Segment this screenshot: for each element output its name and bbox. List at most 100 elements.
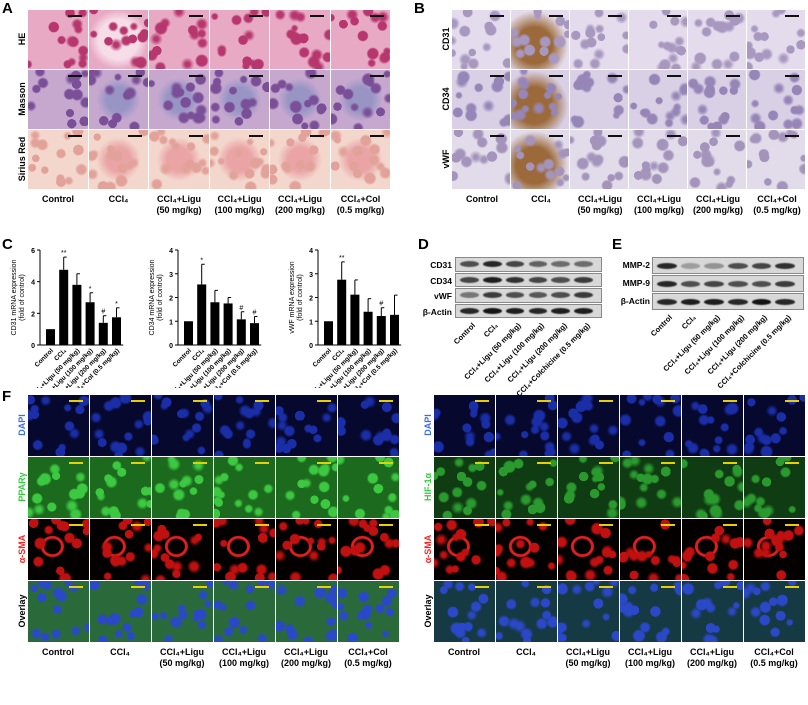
protein-band <box>460 292 479 299</box>
scale-bar <box>599 524 613 526</box>
panel-b-group-label: CCl₄+Ligu (100 mg/kg) <box>633 194 684 215</box>
scale-bar <box>255 462 269 464</box>
scale-bar <box>599 462 613 464</box>
panel-f-right-micrograph <box>558 519 619 580</box>
protein-band <box>551 276 571 283</box>
panel-f-left-micrograph <box>152 581 213 642</box>
scale-bar <box>188 15 203 17</box>
panel-f-left-group-label: CCl₄+Ligu (100 mg/kg) <box>218 647 269 668</box>
panel-b-micrograph <box>511 70 569 129</box>
x-tick-label: Control <box>172 347 193 368</box>
protein-band <box>728 262 748 269</box>
panel-f-label: F <box>2 388 12 405</box>
scale-bar <box>475 400 489 402</box>
scale-bar <box>726 135 740 137</box>
scale-bar <box>537 586 551 588</box>
scale-bar <box>608 15 622 17</box>
protein-band <box>751 280 772 287</box>
protein-band <box>728 298 748 305</box>
protein-band <box>775 298 795 305</box>
protein-band <box>775 280 795 287</box>
panel-b-group-label: CCl₄ <box>531 194 551 204</box>
protein-band <box>528 292 548 299</box>
protein-band <box>574 261 593 268</box>
panel_d-row-label: vWF <box>434 291 452 301</box>
scale-bar <box>537 524 551 526</box>
scale-bar <box>785 400 799 402</box>
y-tick-label: 0 <box>309 343 313 350</box>
scale-bar <box>661 586 675 588</box>
y-tick-label: 2 <box>169 296 173 303</box>
bar <box>72 284 82 345</box>
panel-a-micrograph <box>270 70 330 129</box>
panel-f-right-micrograph <box>620 581 681 642</box>
scale-bar <box>67 135 82 137</box>
panel-a-micrograph <box>28 130 88 189</box>
panel-f-left-micrograph <box>214 519 275 580</box>
panel-f-left-micrograph <box>152 457 213 518</box>
panel-b-micrograph <box>452 10 510 69</box>
y-tick-label: 4 <box>169 248 173 255</box>
protein-band <box>482 307 502 314</box>
panel-a-row-label: Masson <box>17 82 27 116</box>
scale-bar <box>379 524 393 526</box>
panel-f-left-group-label: CCl₄+Col (0.5 mg/kg) <box>344 647 392 668</box>
y-tick-label: 1 <box>309 319 313 326</box>
significance-mark: # <box>379 301 383 308</box>
panel-f-right-micrograph <box>434 457 495 518</box>
x-tick-label: Control <box>312 347 333 368</box>
panel-f-right-micrograph <box>620 519 681 580</box>
panel-f-right-micrograph <box>558 581 619 642</box>
panel-a-group-label: CCl₄+Ligu (200 mg/kg) <box>274 194 325 215</box>
panel-a-micrograph <box>88 10 148 69</box>
panel-b-group-label: CCl₄+Col (0.5 mg/kg) <box>753 194 801 215</box>
panel-b-label: B <box>414 0 425 17</box>
scale-bar <box>249 135 263 137</box>
bar <box>112 317 121 345</box>
scale-bar <box>379 400 393 402</box>
panel-a-micrograph <box>209 130 269 189</box>
scale-bar <box>537 462 551 464</box>
panel_e-blot-strip <box>652 275 804 292</box>
protein-band <box>704 280 724 287</box>
panel-b-micrograph <box>511 10 569 69</box>
scale-bar <box>785 15 799 17</box>
panel-a-micrograph <box>330 130 390 189</box>
panel-b-micrograph <box>629 130 687 189</box>
panel-b-micrograph <box>452 70 510 129</box>
panel-f-left-micrograph <box>276 395 337 456</box>
scale-bar <box>661 524 675 526</box>
y-tick-label: 1 <box>169 319 173 326</box>
panel-f-right-micrograph <box>434 581 495 642</box>
panel_d-row-label: β-Actin <box>422 306 452 317</box>
panel-f-right-micrograph <box>558 395 619 456</box>
panel-d-label: D <box>418 236 429 253</box>
panel-b-micrograph <box>688 130 746 189</box>
scale-bar <box>599 586 613 588</box>
y-tick-label: 0 <box>169 343 173 350</box>
panel-b-group-label: CCl₄+Ligu (200 mg/kg) <box>692 194 743 215</box>
panel-b-micrograph <box>452 130 510 189</box>
panel-f-left-group-label: CCl₄+Ligu (50 mg/kg) <box>159 647 205 668</box>
protein-band <box>751 298 772 305</box>
panel-f-right-micrograph <box>496 395 557 456</box>
y-tick-label: 4 <box>309 248 313 255</box>
panel-b-micrograph <box>747 130 805 189</box>
panel-a-micrograph <box>209 70 269 129</box>
panel-a-label: A <box>2 0 13 17</box>
panel-f-left-micrograph <box>338 457 399 518</box>
panel-f-right-micrograph <box>434 519 495 580</box>
panel-f-left-micrograph <box>28 457 89 518</box>
panel-a-group-label: CCl₄ <box>108 194 129 204</box>
panel-b-row-label: CD34 <box>441 87 451 111</box>
panel-f-right-micrograph <box>682 519 743 580</box>
panel-a-group-label: CCl₄+Ligu (50 mg/kg) <box>156 194 202 215</box>
panel-f-right-micrograph <box>682 457 743 518</box>
y-axis-label: (fold of control) <box>19 274 26 321</box>
y-tick-label: 0 <box>31 343 35 350</box>
scale-bar <box>69 586 83 588</box>
panel_e-lane-label: Control <box>649 313 675 339</box>
panel-a-group-label: Control <box>42 194 74 204</box>
panel_e-blot-strip <box>652 293 804 310</box>
panel-b-micrograph <box>570 130 628 189</box>
